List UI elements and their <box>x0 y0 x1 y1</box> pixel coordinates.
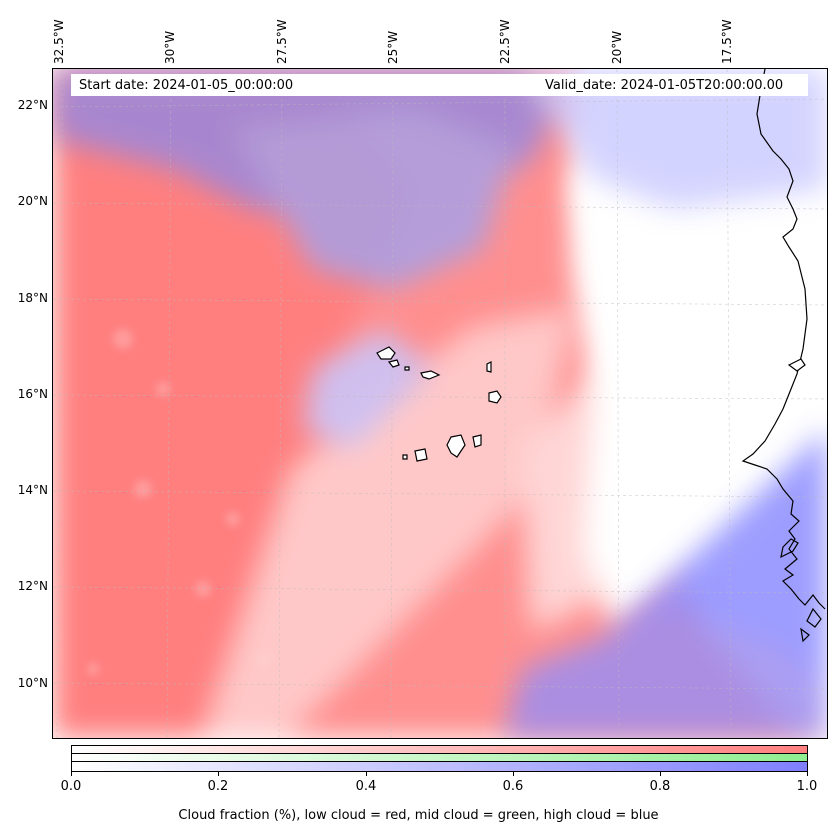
colorbar-caption: Cloud fraction (%), low cloud = red, mid… <box>178 808 659 823</box>
colorbar <box>71 745 808 772</box>
colorbar-tick-2: 0.4 <box>355 779 377 794</box>
map-canvas <box>53 69 827 738</box>
lat-label-12n: 12°N <box>17 579 48 593</box>
lat-label-16n: 16°N <box>17 387 48 401</box>
colorbar-high-cloud <box>72 762 807 771</box>
cabo-verde-islands <box>376 346 806 462</box>
cloud-texture <box>87 329 272 675</box>
lon-label-20w: 20°W <box>610 30 624 64</box>
lon-label-32-5w: 32.5°W <box>52 19 66 64</box>
colorbar-tick-5: 1.0 <box>796 779 818 794</box>
start-date-label: Start date: 2024-01-05_00:00:00 <box>79 78 294 93</box>
lat-label-22n: 22°N <box>17 98 48 112</box>
valid-date-label: Valid_date: 2024-01-05T20:00:00.00 <box>545 78 784 93</box>
lon-label-25w: 25°W <box>386 30 400 64</box>
lat-label-10n: 10°N <box>17 676 48 690</box>
colorbar-tick-4: 0.8 <box>649 779 671 794</box>
lat-label-20n: 20°N <box>17 194 48 208</box>
lon-label-30w: 30°W <box>163 30 177 64</box>
lat-label-14n: 14°N <box>17 483 48 497</box>
colorbar-mid-cloud <box>72 754 807 762</box>
lon-label-17-5w: 17.5°W <box>720 19 734 64</box>
colorbar-tick-0: 0.0 <box>60 779 82 794</box>
colorbar-tick-1: 0.2 <box>207 779 229 794</box>
lon-label-22-5w: 22.5°W <box>498 19 512 64</box>
lon-label-27-5w: 27.5°W <box>275 19 289 64</box>
cloud-fraction-map <box>52 68 828 739</box>
lat-label-18n: 18°N <box>17 291 48 305</box>
coastline <box>741 69 826 643</box>
colorbar-tick-3: 0.6 <box>502 779 524 794</box>
date-annotation-box <box>71 74 808 96</box>
colorbar-low-cloud <box>72 746 807 754</box>
high-cloud-field <box>53 69 827 738</box>
